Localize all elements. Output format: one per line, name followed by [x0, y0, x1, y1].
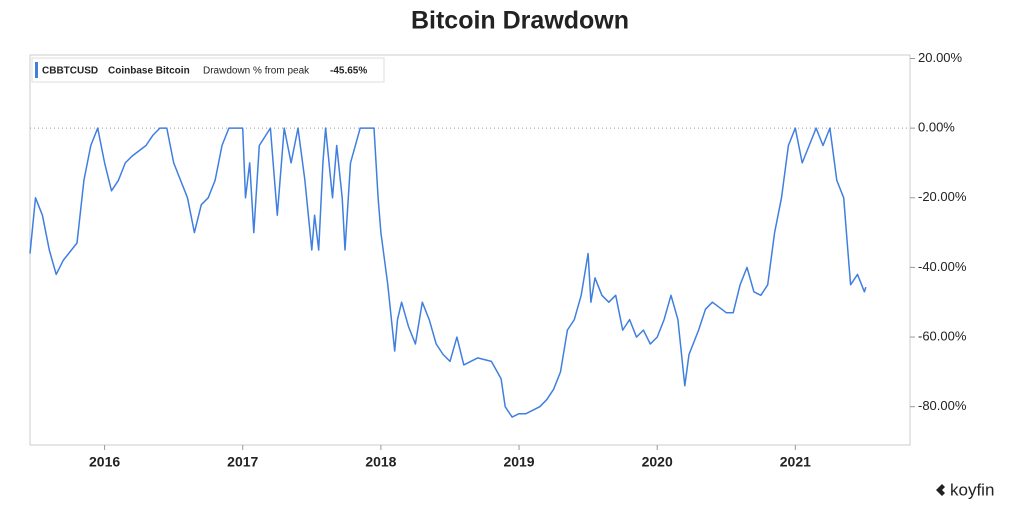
y-tick-label: 20.00%	[918, 50, 963, 65]
brand-icon	[936, 484, 945, 496]
legend-symbol: CBBTCUSD	[42, 66, 98, 77]
x-tick-label: 2018	[365, 454, 396, 470]
y-tick-label: -20.00%	[918, 189, 967, 204]
legend-last: -45.65%	[330, 66, 367, 77]
x-tick-label: 2016	[89, 454, 120, 470]
legend-swatch	[35, 62, 38, 78]
x-tick-label: 2017	[227, 454, 258, 470]
x-tick-label: 2021	[780, 454, 811, 470]
brand: koyfin	[950, 480, 994, 499]
y-tick-label: -60.00%	[918, 328, 967, 343]
legend-box	[31, 57, 385, 83]
legend-metric: Drawdown % from peak	[203, 66, 310, 77]
plot-frame	[29, 54, 911, 446]
drawdown-line	[29, 127, 867, 418]
x-tick-label: 2020	[642, 454, 673, 470]
chart-title: Bitcoin Drawdown	[411, 7, 629, 35]
y-tick-label: 0.00%	[918, 120, 955, 135]
y-tick-label: -80.00%	[918, 398, 967, 413]
legend-name: Coinbase Bitcoin	[108, 66, 190, 77]
y-tick-label: -40.00%	[918, 259, 967, 274]
x-tick-label: 2019	[503, 454, 534, 470]
